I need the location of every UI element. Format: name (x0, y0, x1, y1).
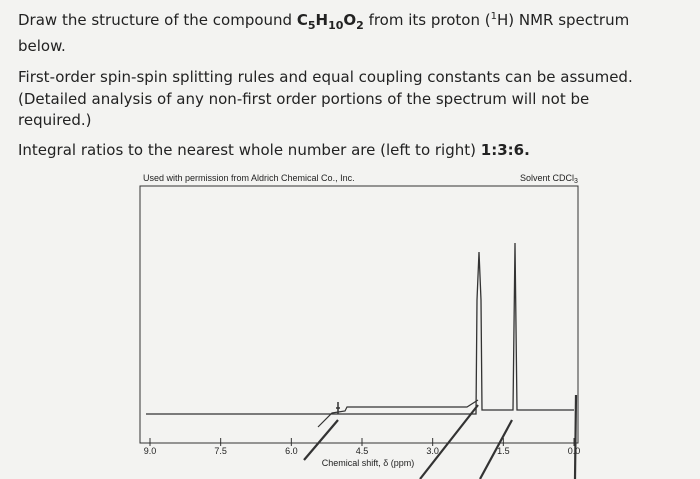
tick-label: 7.5 (214, 446, 227, 456)
plot-frame (139, 185, 579, 444)
integral-trace (317, 399, 479, 428)
tick-label: 6.0 (285, 446, 298, 456)
tick-label: 4.5 (356, 446, 369, 456)
formula: C (297, 11, 308, 29)
tick-label: 0.0 (568, 446, 581, 456)
solvent: Solvent CDCl3 (520, 173, 578, 185)
text: Integral ratios to the nearest whole num… (18, 141, 481, 159)
text: Solvent CDCl (520, 173, 574, 183)
ratio: 1:3:6. (481, 141, 530, 159)
subscript: 3 (574, 178, 578, 185)
question-line: First-order spin-spin splitting rules an… (18, 68, 633, 86)
question-line: Draw the structure of the compound C5H10… (18, 11, 629, 32)
tick-label: 9.0 (144, 446, 157, 456)
question-line: below. (18, 37, 66, 55)
text: Draw the structure of the compound (18, 11, 297, 29)
question-line: Integral ratios to the nearest whole num… (18, 141, 530, 159)
question-line: required.) (18, 111, 91, 129)
formula: O (343, 11, 356, 29)
question-line: (Detailed analysis of any non-first orde… (18, 90, 589, 108)
credit: Used with permission from Aldrich Chemic… (143, 173, 355, 183)
tick-label: 3.0 (426, 446, 439, 456)
integral-line (303, 394, 578, 479)
tick-label: 1.5 (497, 446, 510, 456)
text: H) NMR spectrum (497, 11, 629, 29)
formula: H (316, 11, 329, 29)
subscript: 2 (356, 19, 364, 32)
subscript: 5 (308, 19, 316, 32)
spectrum-trace (146, 242, 574, 415)
spectrum (139, 185, 579, 479)
subscript: 10 (328, 19, 344, 32)
superscript: 1 (491, 11, 497, 22)
x-axis-label: Chemical shift, δ (ppm) (322, 458, 415, 468)
text: from its proton ( (364, 11, 491, 29)
tick-group: 9.0 7.5 6.0 4.5 3.0 1.5 0.0 (144, 438, 581, 456)
